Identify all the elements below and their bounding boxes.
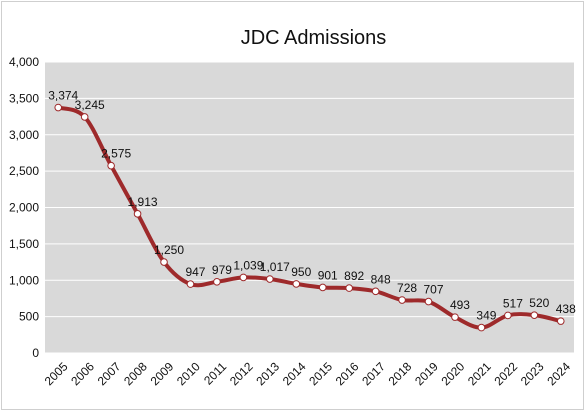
y-tick-label: 3,500	[9, 91, 39, 105]
data-label: 947	[185, 265, 205, 279]
data-label: 349	[476, 309, 496, 323]
data-point	[266, 275, 274, 283]
data-label: 1,250	[154, 243, 184, 257]
data-label: 3,374	[48, 89, 78, 103]
data-label: 493	[450, 298, 470, 312]
data-label: 901	[318, 268, 338, 282]
data-point	[318, 283, 327, 292]
data-label: 950	[291, 265, 311, 279]
y-tick-label: 2,000	[9, 201, 39, 215]
data-point	[107, 161, 115, 170]
data-point	[398, 296, 406, 304]
series-markers	[54, 103, 565, 332]
data-point	[371, 287, 380, 296]
data-point	[345, 284, 353, 292]
x-tick-label: 2020	[439, 359, 468, 388]
data-point	[80, 113, 89, 121]
x-tick-label: 2021	[465, 359, 494, 388]
data-label: 1,913	[128, 195, 158, 209]
data-label: 438	[556, 302, 576, 316]
y-tick-label: 2,500	[9, 164, 39, 178]
x-tick-label: 2010	[174, 359, 203, 388]
y-tick-label: 0	[32, 346, 39, 360]
x-tick-label: 2014	[280, 359, 309, 388]
y-tick-label: 500	[19, 310, 39, 324]
y-tick-label: 3,000	[9, 128, 39, 142]
data-point	[477, 323, 486, 332]
data-point	[292, 280, 301, 288]
data-label: 728	[397, 281, 417, 295]
data-label: 892	[344, 269, 364, 283]
x-tick-label: 2007	[95, 359, 124, 388]
x-tick-label: 2013	[253, 359, 282, 388]
x-tick-label: 2022	[491, 359, 520, 388]
x-tick-label: 2018	[386, 359, 415, 388]
x-tick-label: 2012	[227, 359, 256, 388]
gridlines	[45, 61, 574, 354]
x-tick-label: 2024	[544, 359, 573, 388]
x-tick-label: 2008	[121, 359, 150, 388]
y-tick-label: 4,000	[9, 55, 39, 69]
data-point	[504, 311, 512, 320]
data-point	[530, 311, 539, 319]
data-label: 517	[503, 296, 523, 310]
data-point	[160, 258, 168, 266]
data-point	[239, 273, 248, 282]
x-tick-label: 2019	[412, 359, 441, 388]
x-axis: 2005200620072008200920102011201220132014…	[42, 359, 574, 388]
x-tick-label: 2009	[148, 359, 177, 388]
data-label: 3,245	[75, 98, 105, 112]
data-label: 2,575	[101, 147, 131, 161]
x-tick-label: 2006	[68, 359, 97, 388]
x-tick-label: 2015	[306, 359, 335, 388]
data-label: 707	[424, 283, 444, 297]
data-label: 1,017	[260, 260, 290, 274]
x-tick-label: 2005	[42, 359, 71, 388]
y-axis: 0 500 1,000 1,500 2,000 2,500 3,000 3,500 4,000	[9, 55, 39, 360]
y-tick-label: 1,000	[9, 273, 39, 287]
x-tick-label: 2016	[333, 359, 362, 388]
data-point	[451, 313, 459, 321]
data-point	[54, 103, 63, 112]
data-point	[133, 210, 142, 218]
data-label: 979	[212, 263, 232, 277]
data-label: 1,039	[233, 258, 263, 272]
x-tick-label: 2017	[359, 359, 388, 388]
data-label: 848	[371, 272, 391, 286]
data-point	[213, 277, 221, 286]
x-tick-label: 2023	[518, 359, 547, 388]
y-tick-label: 1,500	[9, 237, 39, 251]
chart-title: JDC Admissions	[241, 27, 387, 49]
data-label: 520	[529, 296, 549, 310]
x-tick-label: 2011	[201, 359, 229, 387]
data-point	[556, 317, 565, 325]
data-point	[424, 297, 433, 306]
data-point	[186, 280, 195, 288]
